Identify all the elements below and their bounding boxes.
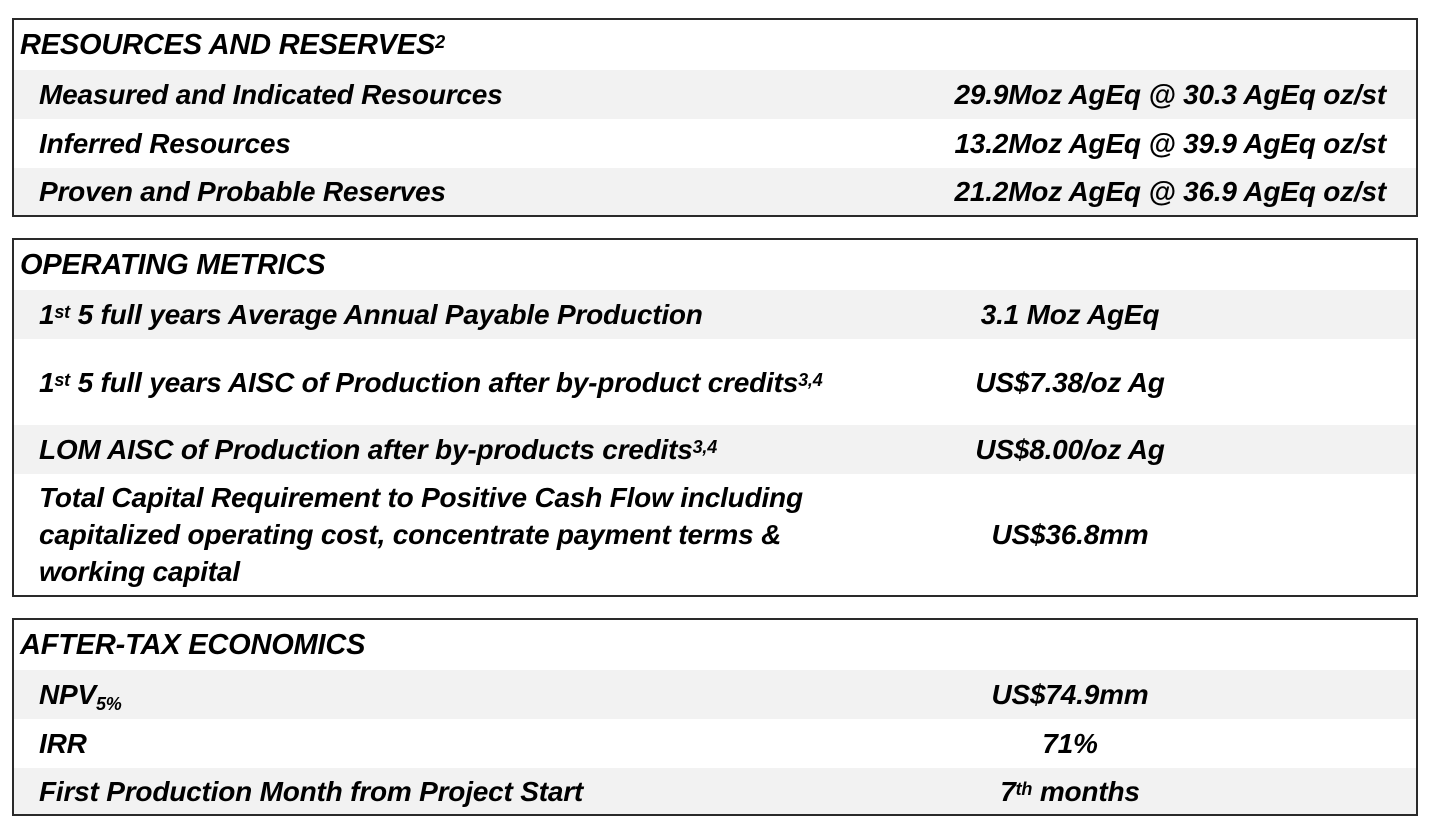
- table-row: LOM AISC of Production after by-products…: [14, 425, 1416, 474]
- section-title-text: RESOURCES AND RESERVES: [20, 29, 436, 61]
- resources-and-reserves-section: RESOURCES AND RESERVES2 Measured and Ind…: [12, 18, 1418, 217]
- table-row: Total Capital Requirement to Positive Ca…: [14, 474, 1416, 595]
- ordinal-suffix: th: [1015, 778, 1033, 799]
- row-label: First Production Month from Project Star…: [39, 775, 584, 807]
- table-row: Measured and Indicated Resources 29.9Moz…: [14, 70, 1416, 119]
- row-label: IRR: [39, 728, 87, 759]
- table-row: 1st 5 full years AISC of Production afte…: [14, 339, 1416, 425]
- footnote-marker: 2: [435, 32, 445, 52]
- row-value: 21.2Moz AgEq @ 36.9 AgEq oz/st: [954, 176, 1386, 207]
- ordinal-suffix: st: [54, 302, 70, 322]
- row-label: 1st 5 full years Average Annual Payable …: [14, 296, 844, 333]
- table-row: Inferred Resources 13.2Moz AgEq @ 39.9 A…: [14, 119, 1416, 168]
- table-row: IRR 71%: [14, 719, 1416, 768]
- subscript-rate: 5%: [95, 694, 122, 714]
- table-row: 1st 5 full years Average Annual Payable …: [14, 290, 1416, 339]
- row-label-text: LOM AISC of Production after by-products…: [39, 434, 693, 465]
- row-value: US$36.8mm: [991, 519, 1149, 550]
- row-label-text: NPV: [39, 679, 96, 710]
- row-label: NPV5%: [14, 676, 844, 713]
- row-value-text: months: [1032, 775, 1140, 807]
- section-title: OPERATING METRICS: [20, 249, 326, 281]
- table-row: First Production Month from Project Star…: [14, 768, 1416, 814]
- row-value: US$7.38/oz Ag: [975, 366, 1165, 398]
- row-label: Measured and Indicated Resources: [39, 79, 503, 110]
- ordinal-number: 1: [39, 299, 55, 330]
- after-tax-economics-section: AFTER-TAX ECONOMICS NPV5% US$74.9mm IRR …: [12, 618, 1418, 816]
- row-label: 1st 5 full years AISC of Production afte…: [14, 364, 844, 401]
- row-value: 7th months: [844, 773, 1416, 810]
- row-label: LOM AISC of Production after by-products…: [14, 431, 844, 468]
- row-value: US$8.00/oz Ag: [975, 434, 1165, 465]
- operating-metrics-section: OPERATING METRICS 1st 5 full years Avera…: [12, 238, 1418, 597]
- row-label-text: 5 full years Average Annual Payable Prod…: [69, 299, 703, 330]
- ordinal-number: 1: [39, 366, 55, 398]
- row-label: Proven and Probable Reserves: [39, 176, 446, 207]
- table-row: NPV5% US$74.9mm: [14, 670, 1416, 719]
- row-label-text: 5 full years AISC of Production after by…: [69, 366, 799, 398]
- footnote-marker: 3,4: [798, 369, 823, 390]
- table-row: Proven and Probable Reserves 21.2Moz AgE…: [14, 168, 1416, 215]
- row-value: 29.9Moz AgEq @ 30.3 AgEq oz/st: [954, 79, 1386, 110]
- row-value: US$74.9mm: [991, 679, 1149, 710]
- section-title: RESOURCES AND RESERVES2: [14, 20, 1416, 70]
- row-label: Inferred Resources: [39, 128, 291, 159]
- row-value: 71%: [1042, 728, 1098, 759]
- section-title: AFTER-TAX ECONOMICS: [20, 629, 366, 661]
- ordinal-suffix: st: [54, 369, 70, 390]
- row-value: 3.1 Moz AgEq: [980, 299, 1160, 330]
- row-label: Total Capital Requirement to Positive Ca…: [39, 482, 803, 587]
- row-value: 13.2Moz AgEq @ 39.9 AgEq oz/st: [954, 128, 1386, 159]
- ordinal-number: 7: [1000, 775, 1016, 807]
- footnote-marker: 3,4: [692, 437, 718, 457]
